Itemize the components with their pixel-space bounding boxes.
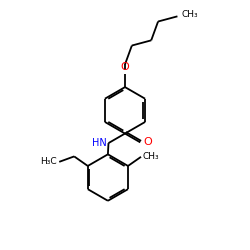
Text: O: O	[120, 62, 130, 72]
Text: O: O	[143, 137, 152, 147]
Text: CH₃: CH₃	[182, 10, 198, 19]
Text: CH₃: CH₃	[143, 152, 160, 161]
Text: HN: HN	[92, 138, 106, 148]
Text: H₃C: H₃C	[40, 157, 57, 166]
